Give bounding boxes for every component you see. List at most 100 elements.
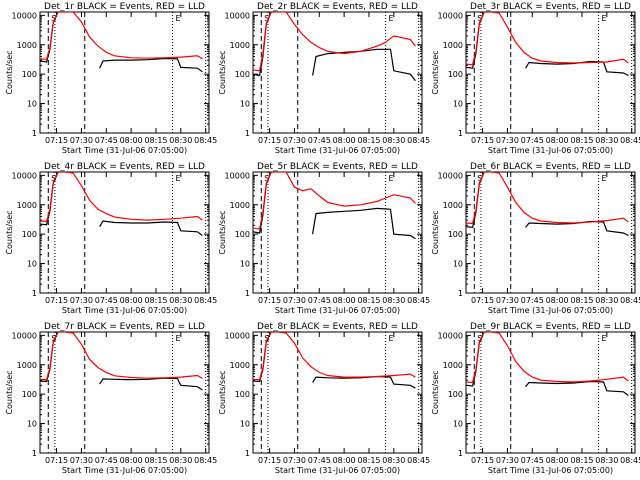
- y-tick-label: 1: [245, 129, 250, 138]
- y-tick-label: 1: [458, 129, 463, 138]
- panel-det-1: Det_1r BLACK = Events, RED = LLD 1 10 100 10…: [5, 2, 217, 155]
- y-tick-label: 1000: [230, 361, 250, 370]
- end-marker-label: E: [602, 14, 607, 23]
- y-tick-label: 10: [240, 260, 250, 269]
- x-axis-label: Start Time (31-Jul-06 07:05:00): [275, 146, 400, 155]
- x-tick-label: 07:30: [496, 136, 519, 145]
- end-marker-label: E: [389, 174, 394, 183]
- y-axis-label: Counts/sec: [218, 50, 227, 94]
- x-tick-label: 08:00: [120, 456, 143, 465]
- x-tick-label: 07:15: [258, 296, 281, 305]
- x-tick-label: 08:45: [407, 296, 430, 305]
- x-tick-label: 07:15: [258, 136, 281, 145]
- panel-det-7: Det_7r BLACK = Events, RED = LLD 1 10 100 10…: [5, 322, 217, 475]
- x-tick-label: 08:30: [382, 296, 405, 305]
- x-axis-label: Start Time (31-Jul-06 07:05:00): [275, 306, 400, 315]
- y-tick-label: 10: [240, 100, 250, 109]
- start-marker-label: S: [264, 174, 269, 183]
- panel-det-2: Det_2r BLACK = Events, RED = LLD 1 10 100 10…: [218, 2, 430, 155]
- x-tick-label: 07:45: [308, 136, 331, 145]
- x-tick-label: 08:30: [382, 136, 405, 145]
- y-tick-label: 100: [22, 230, 37, 239]
- x-axis-label: Start Time (31-Jul-06 07:05:00): [488, 466, 613, 475]
- x-tick-label: 07:45: [521, 456, 544, 465]
- x-tick-label: 07:30: [496, 456, 519, 465]
- series-lld-line: [40, 332, 203, 381]
- x-tick-label: 08:45: [194, 296, 217, 305]
- series-lld-line: [253, 332, 416, 381]
- x-tick-label: 08:15: [144, 136, 167, 145]
- panel-title: Det_8r BLACK = Events, RED = LLD: [257, 322, 418, 332]
- end-marker-label: E: [602, 174, 607, 183]
- x-axis-label: Start Time (31-Jul-06 07:05:00): [62, 466, 187, 475]
- y-tick-label: 10: [453, 260, 463, 269]
- y-tick-label: 100: [235, 70, 250, 79]
- x-tick-label: 08:45: [620, 136, 640, 145]
- series-lld-line: [466, 12, 629, 66]
- y-axis-label: Counts/sec: [5, 210, 14, 254]
- x-tick-label: 07:30: [283, 296, 306, 305]
- x-axis-label: Start Time (31-Jul-06 07:05:00): [275, 466, 400, 475]
- x-tick-label: 08:00: [120, 136, 143, 145]
- start-marker-label: S: [477, 174, 482, 183]
- y-tick-label: 10000: [438, 171, 463, 180]
- y-tick-label: 1: [32, 129, 37, 138]
- panel-title: Det_4r BLACK = Events, RED = LLD: [44, 162, 205, 172]
- x-tick-label: 08:00: [546, 296, 569, 305]
- x-tick-label: 08:15: [357, 136, 380, 145]
- x-tick-label: 08:00: [120, 296, 143, 305]
- x-tick-label: 08:30: [169, 296, 192, 305]
- panel-det-8: Det_8r BLACK = Events, RED = LLD 1 10 100 10…: [218, 322, 430, 475]
- y-tick-label: 100: [448, 390, 463, 399]
- x-tick-label: 07:45: [521, 296, 544, 305]
- y-tick-label: 1: [32, 289, 37, 298]
- x-tick-label: 07:15: [45, 296, 68, 305]
- x-tick-label: 08:30: [169, 456, 192, 465]
- panel-title: Det_3r BLACK = Events, RED = LLD: [470, 2, 631, 12]
- panel-title: Det_2r BLACK = Events, RED = LLD: [257, 2, 418, 12]
- plot-frame: [39, 11, 210, 134]
- y-axis-label: Counts/sec: [431, 50, 440, 94]
- x-tick-label: 08:15: [570, 456, 593, 465]
- y-tick-label: 10: [27, 420, 37, 429]
- y-tick-label: 10: [453, 100, 463, 109]
- x-tick-label: 08:30: [595, 296, 618, 305]
- y-tick-label: 1000: [443, 201, 463, 210]
- panel-title: Det_1r BLACK = Events, RED = LLD: [44, 2, 205, 12]
- x-tick-label: 07:15: [471, 456, 494, 465]
- y-axis-label: Counts/sec: [5, 50, 14, 94]
- panel-det-6: Det_6r BLACK = Events, RED = LLD 1 10 100 10…: [431, 162, 640, 315]
- plot-frame: [252, 331, 423, 454]
- y-axis-label: Counts/sec: [431, 210, 440, 254]
- x-tick-label: 07:45: [521, 136, 544, 145]
- x-tick-label: 07:30: [70, 456, 93, 465]
- x-tick-label: 07:30: [70, 296, 93, 305]
- x-tick-label: 07:30: [283, 136, 306, 145]
- y-tick-label: 1: [458, 289, 463, 298]
- x-tick-label: 07:15: [45, 456, 68, 465]
- y-tick-label: 1000: [443, 361, 463, 370]
- y-tick-label: 10000: [12, 171, 37, 180]
- x-tick-label: 07:45: [95, 136, 118, 145]
- end-marker-label: E: [176, 334, 181, 343]
- x-tick-label: 07:45: [308, 456, 331, 465]
- x-tick-label: 08:00: [546, 136, 569, 145]
- x-axis-label: Start Time (31-Jul-06 07:05:00): [488, 146, 613, 155]
- x-tick-label: 07:30: [70, 136, 93, 145]
- x-tick-label: 07:15: [45, 136, 68, 145]
- start-marker-label: S: [477, 334, 482, 343]
- x-tick-label: 07:15: [471, 296, 494, 305]
- end-marker-label: E: [389, 14, 394, 23]
- y-tick-label: 1: [32, 449, 37, 458]
- start-marker-label: S: [51, 174, 56, 183]
- y-tick-label: 1000: [17, 41, 37, 50]
- panel-det-5: Det_5r BLACK = Events, RED = LLD 1 10 100 10…: [218, 162, 430, 315]
- y-tick-label: 1000: [230, 201, 250, 210]
- y-tick-label: 10000: [12, 331, 37, 340]
- panel-det-3: Det_3r BLACK = Events, RED = LLD 1 10 100 10…: [431, 2, 640, 155]
- plot-frame: [252, 11, 423, 134]
- y-axis-label: Counts/sec: [218, 370, 227, 414]
- y-tick-label: 10000: [225, 331, 250, 340]
- x-tick-label: 07:45: [95, 296, 118, 305]
